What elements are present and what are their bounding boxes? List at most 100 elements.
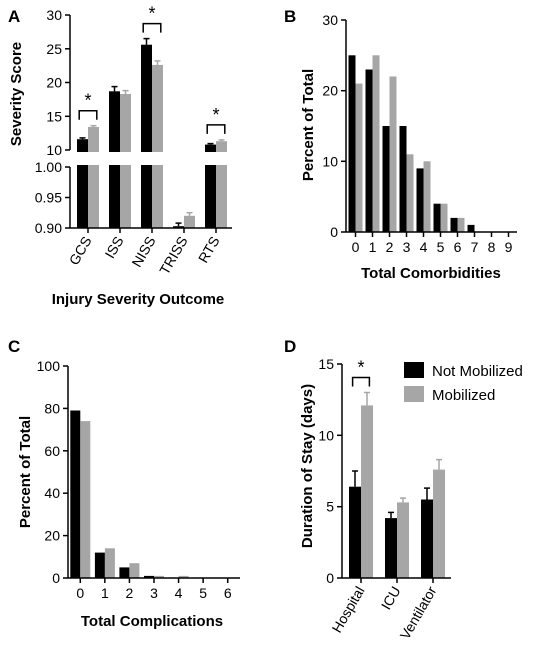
panel-b-xtick-label-3: 3: [403, 239, 411, 255]
panel-a-significance-bracket-niss: [142, 22, 162, 33]
panel-b-xtick-label-2: 2: [386, 239, 394, 255]
panel-a-bar-not-mobilized-triss: [173, 226, 184, 228]
panel-a-bar-mobilized-triss: [184, 215, 195, 228]
panel-b-bar-mobilized-3: [406, 154, 414, 232]
panel-a-significance-star-rts: *: [212, 105, 219, 125]
panel-b-ytick-label-10: 10: [322, 153, 338, 169]
legend-label-mobilized: Mobilized: [432, 387, 495, 404]
panel-a-xtick-label-triss: TRISS: [156, 234, 190, 278]
panel-b-xtick-label-0: 0: [352, 239, 360, 255]
panel-c-xtick-label-6: 6: [224, 585, 232, 601]
panel-d-ylabel: Duration of Stay (days): [299, 384, 316, 548]
panel-d-bar-not-mobilized-hospital: [349, 486, 361, 578]
panel-letter-d: D: [284, 337, 296, 356]
panel-a-ytick-label-25: 25: [46, 41, 62, 57]
panel-a-ytick-label-1-00: 1.00: [35, 159, 62, 175]
legend-label-not-mobilized: Not Mobilized: [432, 363, 523, 380]
panel-a-bar-not-mobilized-niss: [141, 44, 152, 229]
panel-a-ytick-label-15: 15: [46, 108, 62, 124]
panel-b-bar-mobilized-6: [457, 217, 465, 232]
panel-c-bar-mobilized-4: [178, 575, 189, 578]
panel-c-xtick-label-5: 5: [199, 585, 207, 601]
panel-a-bar-not-mobilized-rts: [205, 144, 216, 228]
panel-d-xtick-label-hospital: Hospital: [328, 584, 367, 636]
panel-b-bar-not-mobilized-3: [399, 126, 407, 232]
panel-letter-a: A: [8, 7, 20, 26]
panel-c-ytick-label-0: 0: [52, 570, 60, 586]
panel-a-ylabel: Severity Score: [8, 42, 25, 146]
panel-d-bar-mobilized-icu: [397, 502, 409, 578]
panel-a-bar-not-mobilized-gcs: [77, 139, 88, 228]
panel-a-ytick-label-0-95: 0.95: [35, 190, 62, 206]
panel-a-ytick-label-10: 10: [46, 142, 62, 158]
panel-b-xtick-label-8: 8: [488, 239, 496, 255]
panel-a-ytick-label-20: 20: [46, 75, 62, 91]
panel-b-bar-mobilized-0: [355, 83, 363, 232]
panel-d-ytick-label-0: 0: [326, 570, 334, 586]
panel-a-xlabel: Injury Severity Outcome: [52, 291, 225, 308]
panel-c-bar-mobilized-3: [154, 575, 164, 578]
panel-c-bar-mobilized-1: [104, 548, 115, 578]
panel-d-ytick-label-10: 10: [318, 427, 334, 443]
panel-b-ytick-label-0: 0: [330, 224, 338, 240]
panel-b-bar-not-mobilized-4: [416, 168, 424, 232]
panel-c-ytick-label-80: 80: [44, 400, 60, 416]
panel-d-significance-bracket-hospital: [351, 376, 371, 387]
panel-b-xtick-label-5: 5: [437, 239, 445, 255]
panel-c-bar-not-mobilized-1: [94, 552, 105, 578]
panel-b-bar-not-mobilized-0: [348, 55, 356, 232]
panel-c-ytick-label-20: 20: [44, 528, 60, 544]
panel-c-xtick-label-1: 1: [101, 585, 109, 601]
panel-b-bar-not-mobilized-5: [433, 203, 441, 232]
panel-c-ytick-label-60: 60: [44, 443, 60, 459]
panel-a-significance-star-niss: *: [148, 4, 155, 24]
panel-c-bar-mobilized-0: [80, 421, 91, 578]
panel-d-ytick-label-15: 15: [318, 356, 334, 372]
panel-c-xtick-label-3: 3: [150, 585, 158, 601]
panel-a-ytick-label-30: 30: [46, 7, 62, 23]
panel-b-bar-mobilized-1: [372, 55, 380, 232]
panel-b-bar-not-mobilized-1: [365, 69, 373, 232]
panel-b-bar-not-mobilized-6: [450, 217, 458, 232]
panel-c-xtick-label-4: 4: [175, 585, 183, 601]
panel-b-bar-mobilized-2: [389, 76, 397, 232]
panel-letter-b: B: [284, 7, 296, 26]
panel-b-xtick-label-1: 1: [369, 239, 377, 255]
panel-d-significance-star-hospital: *: [357, 358, 364, 378]
panel-letter-c: C: [8, 337, 20, 356]
panel-d-xtick-label-icu: ICU: [378, 584, 404, 613]
panel-c-ytick-label-100: 100: [37, 358, 61, 374]
panel-b-bar-not-mobilized-2: [382, 126, 390, 232]
panel-b-xlabel: Total Comorbidities: [361, 265, 501, 282]
panel-a-bar-mobilized-rts: [216, 141, 227, 228]
panel-c-bar-not-mobilized-3: [144, 575, 154, 578]
panel-a-xtick-label-rts: RTS: [195, 234, 223, 266]
panel-b-bar-mobilized-4: [423, 161, 431, 232]
panel-c-ytick-label-40: 40: [44, 485, 60, 501]
panel-c-xtick-label-2: 2: [126, 585, 134, 601]
panel-c-xtick-label-0: 0: [76, 585, 84, 601]
panel-b-xtick-label-4: 4: [420, 239, 428, 255]
panel-a-axis-break-gap: [62, 152, 242, 165]
panel-b-ytick-label-20: 20: [322, 83, 338, 99]
panel-b-ytick-label-30: 30: [322, 12, 338, 28]
panel-b-ylabel: Percent of Total: [300, 69, 317, 181]
panel-b-xtick-label-7: 7: [471, 239, 479, 255]
panel-a-bar-mobilized-niss: [152, 64, 163, 229]
panel-c-bar-not-mobilized-0: [70, 410, 81, 578]
panel-a-bar-mobilized-gcs: [88, 127, 99, 228]
panel-a-xtick-label-gcs: GCS: [66, 234, 95, 268]
panel-b-xtick-label-9: 9: [505, 239, 513, 255]
panel-d-ytick-label-5: 5: [326, 499, 334, 515]
panel-a-ytick-label-0-90: 0.90: [35, 220, 62, 236]
panel-b-bar-mobilized-5: [440, 203, 448, 232]
panel-c-bar-not-mobilized-2: [119, 567, 130, 578]
panel-d-bar-not-mobilized-icu: [385, 518, 397, 578]
panel-c-bar-mobilized-2: [129, 563, 140, 578]
legend-swatch-not-mobilized: [404, 362, 424, 378]
panel-b-bar-not-mobilized-7: [467, 224, 475, 232]
legend-swatch-mobilized: [404, 386, 424, 402]
panel-d-bar-not-mobilized-ventilator: [421, 499, 433, 578]
legend: Not Mobilized Mobilized: [404, 362, 523, 404]
